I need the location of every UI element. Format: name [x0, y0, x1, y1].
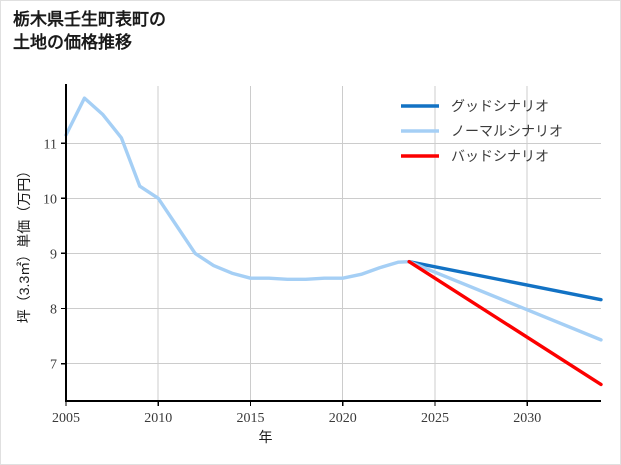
y-tick-label: 11 [44, 137, 57, 152]
series-group [64, 96, 603, 387]
series-line-normal [407, 259, 603, 342]
legend-label-good: グッドシナリオ [451, 99, 549, 115]
legend-label-bad: バッドシナリオ [451, 150, 549, 165]
series-line-normal [64, 96, 411, 281]
x-tick-label: 2010 [144, 411, 172, 426]
y-tick-label: 8 [50, 302, 57, 317]
y-tick-label: 9 [50, 247, 57, 262]
y-tick-label: 7 [50, 358, 57, 373]
y-tick-label: 10 [43, 192, 57, 207]
x-tick-label: 2015 [236, 411, 264, 426]
x-tick-label: 2020 [329, 411, 357, 426]
x-tick-label: 2030 [513, 411, 541, 426]
tick-labels-group: 7 8 9 10 11 2005 2010 2015 2020 2025 2030 [43, 137, 541, 426]
page-title: 栃木県壬生町表町の 土地の価格推移 [13, 10, 166, 52]
legend-label-normal: ノーマルシナリオ [451, 125, 563, 140]
x-tick-label: 2005 [52, 411, 80, 426]
axis-titles-group: 年 坪（3.3㎡）単価（万円） [16, 164, 273, 445]
x-tick-label: 2025 [421, 411, 449, 426]
series-line-bad [407, 259, 603, 387]
x-axis-title: 年 [259, 429, 273, 445]
gridlines-group [66, 86, 601, 401]
axes-group [61, 84, 601, 406]
series-line-good [407, 259, 603, 302]
y-axis-title: 坪（3.3㎡）単価（万円） [16, 164, 32, 323]
